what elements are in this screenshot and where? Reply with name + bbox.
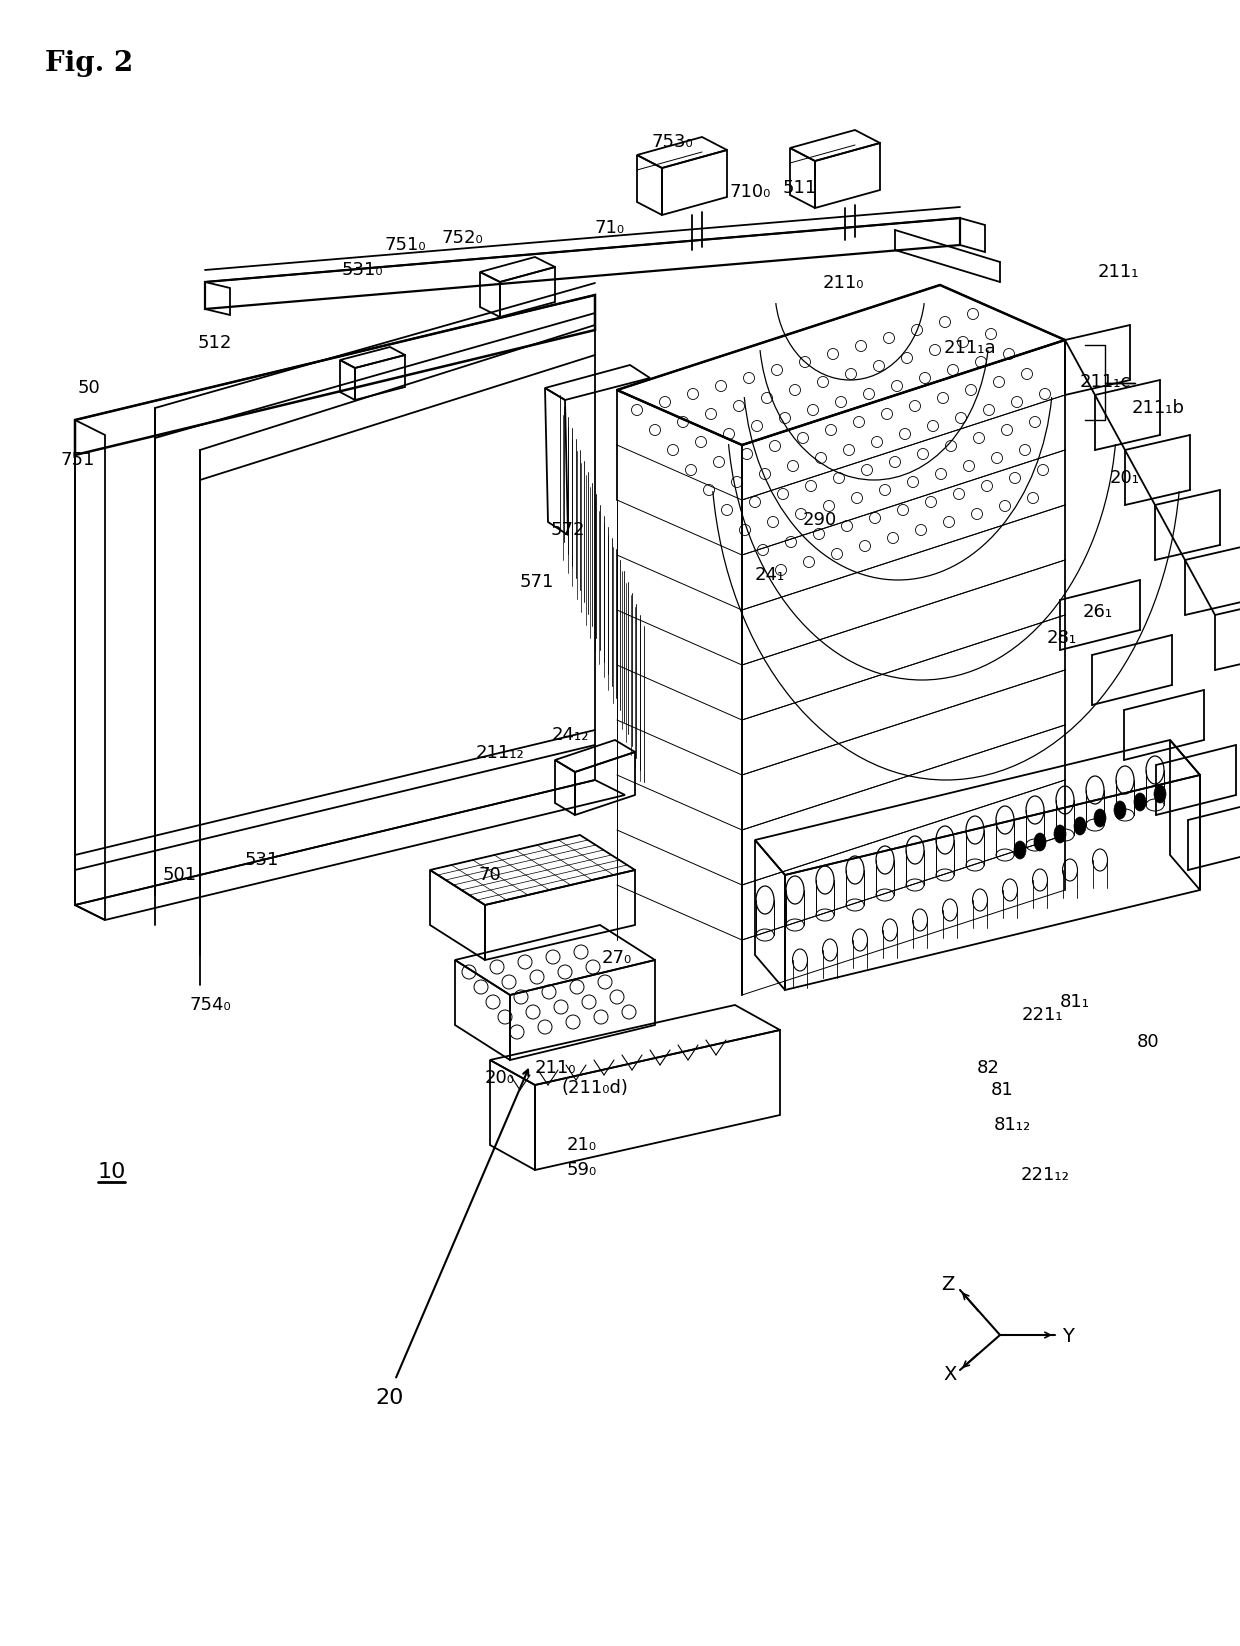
Text: 211₀: 211₀ bbox=[822, 273, 864, 291]
Text: 710₀: 710₀ bbox=[729, 183, 771, 201]
Ellipse shape bbox=[1054, 825, 1066, 843]
Text: 27₀: 27₀ bbox=[601, 950, 632, 966]
Text: 511: 511 bbox=[782, 179, 817, 198]
Text: 290: 290 bbox=[802, 510, 837, 528]
Text: 28₁: 28₁ bbox=[1047, 629, 1078, 647]
Ellipse shape bbox=[1074, 816, 1086, 835]
Text: 211₁a: 211₁a bbox=[944, 339, 996, 357]
Ellipse shape bbox=[1034, 833, 1047, 851]
Ellipse shape bbox=[1014, 841, 1025, 859]
Text: 572: 572 bbox=[551, 522, 585, 538]
Text: 24₁: 24₁ bbox=[755, 566, 785, 584]
Text: 80: 80 bbox=[1137, 1034, 1159, 1052]
Ellipse shape bbox=[1094, 808, 1106, 826]
Text: 26₁: 26₁ bbox=[1083, 602, 1114, 621]
Text: 20₁: 20₁ bbox=[1110, 469, 1140, 487]
Text: Fig. 2: Fig. 2 bbox=[45, 49, 133, 77]
Text: 211₁b: 211₁b bbox=[1131, 398, 1184, 416]
Text: 211₁: 211₁ bbox=[1097, 263, 1138, 281]
Text: Z: Z bbox=[941, 1276, 955, 1294]
Text: 571: 571 bbox=[520, 573, 554, 591]
Text: 531₀: 531₀ bbox=[341, 262, 383, 280]
Text: 81: 81 bbox=[991, 1081, 1013, 1100]
Text: Y: Y bbox=[1063, 1328, 1074, 1346]
Text: 221₁: 221₁ bbox=[1022, 1006, 1063, 1024]
Text: 24₁₂: 24₁₂ bbox=[552, 726, 589, 744]
Text: 21₀: 21₀ bbox=[567, 1136, 598, 1154]
Text: (211₀d): (211₀d) bbox=[562, 1080, 629, 1096]
Ellipse shape bbox=[1135, 793, 1146, 811]
Text: 71₀: 71₀ bbox=[595, 219, 625, 237]
Text: 211₀: 211₀ bbox=[534, 1058, 575, 1076]
Text: 531: 531 bbox=[244, 851, 279, 869]
Text: 211₁₂: 211₁₂ bbox=[476, 744, 525, 762]
Text: 501: 501 bbox=[162, 866, 197, 884]
Text: 82: 82 bbox=[977, 1058, 999, 1076]
Text: 752₀: 752₀ bbox=[441, 229, 482, 247]
Text: 81₁: 81₁ bbox=[1060, 993, 1090, 1011]
Text: 20₀: 20₀ bbox=[485, 1068, 515, 1086]
Text: 50: 50 bbox=[78, 379, 100, 397]
Text: 751₀: 751₀ bbox=[384, 235, 425, 253]
Text: 211₁c: 211₁c bbox=[1079, 374, 1131, 392]
Text: 751: 751 bbox=[60, 451, 94, 469]
Text: 221₁₂: 221₁₂ bbox=[1021, 1165, 1069, 1183]
Text: 81₁₂: 81₁₂ bbox=[993, 1116, 1030, 1134]
Text: 10: 10 bbox=[98, 1162, 126, 1182]
Text: 59₀: 59₀ bbox=[567, 1160, 598, 1179]
Ellipse shape bbox=[1114, 802, 1126, 820]
Ellipse shape bbox=[1154, 785, 1166, 803]
Text: 512: 512 bbox=[198, 334, 232, 352]
Text: 70: 70 bbox=[479, 866, 501, 884]
Text: 753₀: 753₀ bbox=[651, 133, 693, 151]
Text: X: X bbox=[944, 1366, 957, 1384]
Text: 20: 20 bbox=[376, 1388, 404, 1407]
Text: 754₀: 754₀ bbox=[190, 996, 231, 1014]
